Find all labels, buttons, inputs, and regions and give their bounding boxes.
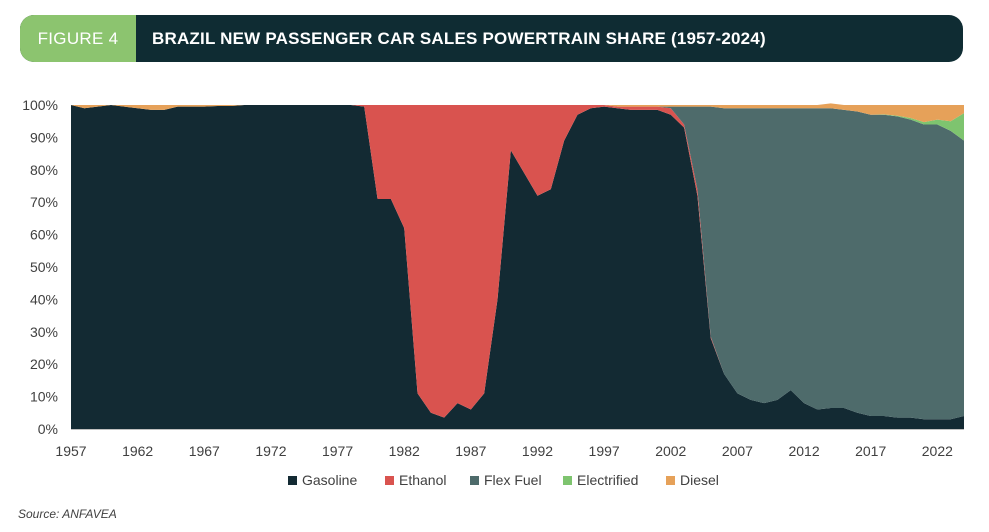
y-tick-label: 90% <box>30 129 58 145</box>
legend-label: Diesel <box>680 472 719 488</box>
legend-label: Ethanol <box>399 472 446 488</box>
legend: Gasoline Ethanol Flex Fuel Electrified Diese… <box>288 472 719 488</box>
x-tick-label: 1997 <box>589 443 620 459</box>
x-tick-label: 1957 <box>55 443 86 459</box>
x-tick-label: 1992 <box>522 443 553 459</box>
chart: 0%10%20%30%40%50%60%70%80%90%100% 1957 19… <box>22 97 964 488</box>
legend-swatch <box>470 476 479 485</box>
y-axis-ticks: 0% 10% 20% 30% 40% 50% 60% 70% 80% 90% 100% <box>22 97 58 437</box>
legend-item-electrified: Electrified <box>563 472 638 488</box>
x-tick-label: 1987 <box>455 443 486 459</box>
x-tick-label: 2017 <box>855 443 886 459</box>
y-tick-label: 10% <box>30 389 58 405</box>
y-tick-label: 70% <box>30 194 58 210</box>
x-tick-label: 2022 <box>922 443 953 459</box>
legend-item-gasoline: Gasoline <box>288 472 357 488</box>
x-tick-label: 2012 <box>788 443 819 459</box>
area-gasoline <box>71 105 964 429</box>
legend-label: Flex Fuel <box>484 472 542 488</box>
y-tick-label: 100% <box>22 97 58 113</box>
legend-swatch <box>563 476 572 485</box>
plot-areas <box>71 103 964 429</box>
legend-label: Gasoline <box>302 472 357 488</box>
source-note: Source: ANFAVEA <box>18 507 117 521</box>
legend-item-diesel: Diesel <box>666 472 719 488</box>
x-tick-label: 1972 <box>255 443 286 459</box>
y-tick-label: 30% <box>30 324 58 340</box>
legend-swatch <box>666 476 675 485</box>
legend-swatch <box>385 476 394 485</box>
x-tick-label: 1977 <box>322 443 353 459</box>
x-tick-label: 1967 <box>189 443 220 459</box>
y-tick-label: 0% <box>38 421 58 437</box>
area-flex-fuel <box>71 105 964 420</box>
y-tick-label: 40% <box>30 291 58 307</box>
y-tick-label: 50% <box>30 259 58 275</box>
x-tick-label: 2007 <box>722 443 753 459</box>
chart-title: BRAZIL NEW PASSENGER CAR SALES POWERTRAI… <box>152 28 766 48</box>
figure-badge: FIGURE 4 <box>20 15 136 62</box>
legend-item-flex-fuel: Flex Fuel <box>470 472 542 488</box>
legend-item-ethanol: Ethanol <box>385 472 446 488</box>
legend-label: Electrified <box>577 472 638 488</box>
legend-swatch <box>288 476 297 485</box>
x-axis-ticks: 1957 1962 1967 1972 1977 1982 1987 1992 1997 2002… <box>55 429 964 459</box>
y-tick-label: 60% <box>30 227 58 243</box>
area-diesel <box>71 103 964 123</box>
x-tick-label: 1982 <box>389 443 420 459</box>
header-banner <box>20 15 963 62</box>
x-tick-label: 1962 <box>122 443 153 459</box>
y-tick-label: 20% <box>30 356 58 372</box>
x-tick-label: 2002 <box>655 443 686 459</box>
y-tick-label: 80% <box>30 162 58 178</box>
